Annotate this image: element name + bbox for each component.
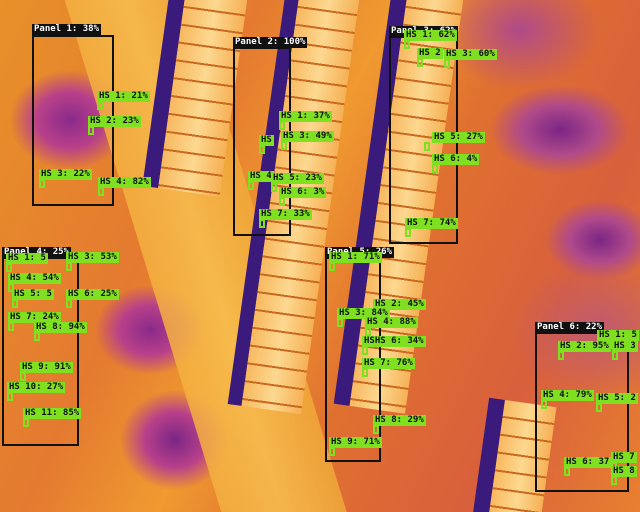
hotspot-label: HS 9: 71%: [329, 437, 382, 448]
hotspot-label: HS 4: 79%: [541, 390, 594, 401]
hotspot-marker: [329, 262, 335, 271]
hotspot-marker: [6, 263, 12, 272]
hotspot-marker: [373, 425, 379, 434]
hotspot-label: HS 4: 54%: [8, 273, 61, 284]
hotspot-label: HS 6: 3%: [279, 187, 327, 198]
hotspot-label: HS 1: 71%: [329, 252, 382, 263]
hotspot-marker: [558, 351, 564, 360]
hotspot-label: HS 7: [611, 452, 637, 463]
hotspot-label: HS 2: [417, 48, 443, 59]
hotspot-label: HS 7: 76%: [362, 358, 415, 369]
hotspot-marker: [612, 351, 618, 360]
hotspot-marker: [329, 447, 335, 456]
hotspot-label: HS 3: 53%: [66, 252, 119, 263]
hotspot-marker: [23, 418, 29, 427]
hotspot-label: HS 6: 4%: [432, 154, 480, 165]
hotspot-marker: [365, 327, 371, 336]
hotspot-label: HS 3: 49%: [281, 131, 334, 142]
hotspot-label: HS 7: 24%: [8, 312, 61, 323]
hotspot-marker: [541, 400, 547, 409]
panel-label: Panel 1: 38%: [32, 24, 102, 35]
hotspot-marker: [248, 181, 254, 190]
panel-label: Panel 4: 25%: [2, 247, 72, 258]
hotspot-marker: [7, 392, 13, 401]
hotspot-label: HS 5: 27%: [432, 132, 485, 143]
hotspot-marker: [12, 299, 18, 308]
hotspot-label: HS 3: [612, 341, 638, 352]
hotspot-label: HS 3: 84%: [337, 308, 390, 319]
hotspot-marker: [8, 283, 14, 292]
hotspot-marker: [66, 262, 72, 271]
hotspot-marker: [424, 142, 430, 151]
hotspot-label: HS 3: 60%: [444, 49, 497, 60]
hotspot-label: HS 6: 25%: [66, 289, 119, 300]
hotspot-label: HS 5: 2: [596, 393, 638, 404]
hotspot-label: HS 9: 91%: [20, 362, 73, 373]
hotspot-marker: [8, 322, 14, 331]
hotspot-label: HS 1: 37%: [279, 111, 332, 122]
hotspot-label: HS 10: 27%: [7, 382, 66, 393]
hotspot-label: HS 4: [248, 171, 274, 182]
hotspot-label: HS 2: 45%: [373, 299, 426, 310]
panel-label: Panel 2: 100%: [233, 37, 308, 48]
hotspot-label: HS 8: 94%: [34, 322, 87, 333]
hotspot-label: HS 4: 88%: [365, 317, 418, 328]
hotspot-label: HS: [259, 135, 274, 146]
hotspot-marker: [417, 58, 423, 67]
panel-box-6: [535, 332, 629, 492]
hotspot-marker: [259, 219, 265, 228]
hotspot-marker: [611, 476, 617, 485]
hotspot-marker: [432, 164, 438, 173]
hotspot-marker: [404, 40, 410, 49]
hotspot-marker: [39, 179, 45, 188]
hotspot-label: HS 7: 74%: [405, 218, 458, 229]
hotspot-label: HSHS 6: 34%: [362, 336, 426, 347]
hotspot-marker: [362, 346, 368, 355]
hotspot-marker: [564, 467, 570, 476]
hotspot-marker: [34, 332, 40, 341]
hotspot-label: HS 1: 62%: [404, 30, 457, 41]
hotspot-marker: [20, 372, 26, 381]
hotspot-label: HS 8: [611, 466, 637, 477]
panel-label: Panel 6: 22%: [535, 322, 605, 333]
hotspot-label: HS 7: 33%: [259, 209, 312, 220]
hotspot-label: HS 1: 21%: [97, 91, 150, 102]
hotspot-label: HS 1: 5: [597, 330, 639, 341]
hotspot-marker: [97, 101, 103, 110]
hotspot-label: HS 5: 5: [12, 289, 54, 300]
hotspot-marker: [405, 228, 411, 237]
hotspot-label: HS 11: 85%: [23, 408, 82, 419]
hotspot-label: HS 3: 22%: [39, 169, 92, 180]
hotspot-marker: [259, 145, 265, 154]
hotspot-marker: [271, 183, 277, 192]
hotspot-marker: [98, 187, 104, 196]
hotspot-label: HS 8: 29%: [373, 415, 426, 426]
hotspot-label: HS 4: 82%: [98, 177, 151, 188]
hotspot-marker: [596, 403, 602, 412]
hotspot-marker: [279, 197, 285, 206]
hotspot-label: HS 2: 23%: [88, 116, 141, 127]
hotspot-label: HS 5: 23%: [271, 173, 324, 184]
hotspot-marker: [444, 59, 450, 68]
hotspot-marker: [279, 121, 285, 130]
hotspot-marker: [66, 299, 72, 308]
hotspot-label: HS 2: 95%: [558, 341, 611, 352]
hotspot-marker: [362, 368, 368, 377]
hotspot-marker: [281, 141, 287, 150]
hotspot-marker: [88, 126, 94, 135]
hotspot-label: HS 6: 37: [564, 457, 612, 468]
hotspot-marker: [337, 318, 343, 327]
hotspot-label: HS 1: 5: [6, 253, 48, 264]
